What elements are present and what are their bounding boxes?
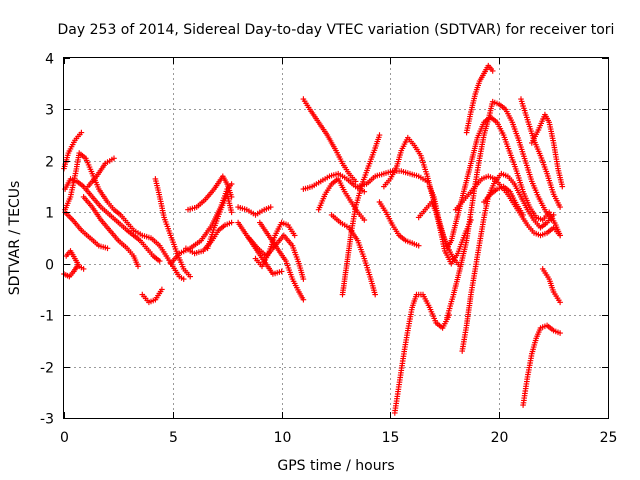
series-arc-12	[183, 219, 235, 257]
y-tick-label: 1	[45, 206, 54, 222]
series-arc-27	[381, 134, 463, 270]
x-tick-label: 10	[274, 430, 292, 446]
y-tick-label: 0	[45, 258, 54, 274]
data-marker	[559, 183, 566, 190]
series-arc-26	[376, 199, 422, 249]
y-tick-label: -3	[40, 412, 54, 428]
data-marker	[415, 242, 422, 249]
y-tick-label: -1	[40, 309, 54, 325]
series-arc-11	[167, 181, 235, 267]
series-arc-36	[518, 96, 563, 210]
series-arc-3	[62, 176, 163, 264]
series-arc-10	[152, 176, 193, 280]
data-marker	[74, 263, 80, 270]
data-marker	[489, 68, 496, 74]
series-arc-35	[481, 183, 526, 218]
x-tick-label: 5	[169, 430, 178, 446]
series-arc-14	[204, 191, 235, 252]
data-marker	[557, 232, 563, 239]
y-tick-label: 3	[45, 103, 54, 119]
data-marker	[300, 296, 307, 303]
data-marker	[300, 276, 307, 282]
series-arc-6	[61, 263, 80, 280]
data-marker	[111, 155, 117, 162]
x-axis-label: GPS time / hours	[277, 458, 394, 474]
data-marker	[80, 266, 87, 272]
series-arc-2	[62, 150, 187, 282]
data-marker	[557, 330, 563, 336]
series-arc-7	[85, 155, 117, 190]
x-tick-label: 20	[491, 430, 509, 446]
y-tick-label: 2	[45, 155, 54, 171]
series-arc-30	[426, 114, 563, 252]
series-arc-8	[80, 194, 141, 270]
series-arc-9	[139, 286, 165, 306]
data-marker	[156, 258, 163, 264]
series-arc-32	[459, 170, 557, 354]
data-marker	[180, 276, 187, 282]
data-marker	[228, 219, 235, 226]
data-marker	[159, 286, 165, 293]
series-arc-38	[520, 322, 563, 408]
data-marker	[187, 273, 193, 280]
data-marker	[267, 204, 274, 210]
data-marker	[228, 209, 235, 216]
data-markers	[61, 62, 566, 416]
y-tick-label: 4	[45, 52, 54, 68]
series-arc-34	[463, 62, 496, 136]
data-marker	[361, 188, 368, 195]
data-marker	[557, 299, 563, 306]
data-marker	[104, 245, 111, 252]
series-arc-20	[300, 96, 359, 185]
series-arc-28	[392, 291, 452, 416]
series-arc-15	[235, 204, 274, 218]
data-marker	[557, 204, 563, 210]
data-marker	[361, 217, 368, 223]
series-arc-18	[257, 219, 307, 303]
series-arc-13	[185, 173, 235, 213]
data-marker	[278, 268, 285, 275]
y-tick-label: -2	[40, 361, 54, 377]
data-marker	[352, 178, 359, 185]
data-marker	[135, 263, 141, 270]
series-arc-39	[539, 266, 563, 306]
x-tick-label: 15	[382, 430, 400, 446]
series-arc-31	[444, 98, 555, 321]
grid-layer	[64, 58, 608, 418]
data-marker	[520, 212, 526, 218]
data-marker	[291, 232, 298, 239]
data-marker	[550, 212, 557, 218]
data-marker	[376, 132, 383, 138]
chart-title: Day 253 of 2014, Sidereal Day-to-day VTE…	[58, 22, 615, 38]
data-marker	[372, 291, 378, 298]
x-tick-label: 25	[600, 430, 618, 446]
y-axis-label: SDTVAR / TECUs	[7, 181, 23, 296]
series-arc-1	[61, 129, 85, 172]
axis-ticks: 0 5 10 15 20 25 -3 -2 -1 0 1 2 3 4	[40, 52, 617, 447]
series-arc-4	[62, 209, 111, 252]
series-arc-19	[252, 219, 298, 270]
plot-frame	[63, 57, 609, 419]
series-arc-37	[529, 111, 566, 190]
x-tick-label: 0	[60, 430, 69, 446]
series-arc-24	[328, 212, 378, 298]
data-marker	[78, 129, 85, 136]
